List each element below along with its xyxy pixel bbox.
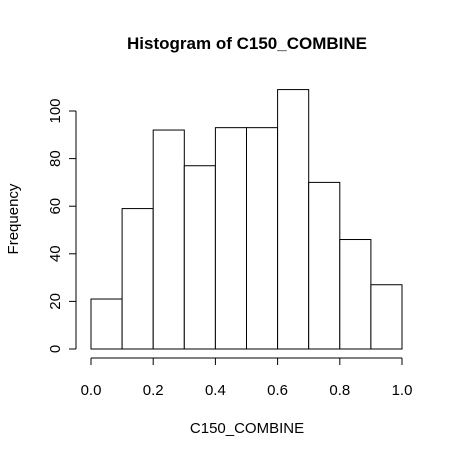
x-axis-label: C150_COMBINE [190, 420, 304, 437]
histogram-bar-9 [339, 239, 372, 350]
x-tick-label-3: 0.4 [205, 382, 226, 399]
x-tick-label-1: 0.0 [81, 382, 102, 399]
chart-title: Histogram of C150_COMBINE [127, 34, 367, 53]
histogram-bar-2 [121, 208, 154, 350]
x-axis: 0.0 0.2 0.4 0.6 0.8 1.0 [81, 357, 413, 399]
y-tick-label-1: 0 [47, 345, 64, 353]
histogram-bar-4 [183, 165, 216, 350]
histogram-bar-7 [277, 89, 310, 350]
y-axis-label: Frequency [5, 183, 22, 254]
histogram-bar-3 [152, 129, 185, 350]
histogram-bar-8 [308, 181, 341, 350]
x-tick-label-2: 0.2 [143, 382, 164, 399]
histogram-bar-5 [214, 127, 247, 350]
histogram-bar-10 [370, 284, 403, 350]
bars-group [90, 89, 403, 350]
x-tick-label-6: 1.0 [392, 382, 413, 399]
y-tick-label-3: 40 [47, 245, 64, 262]
x-tick-label-5: 0.8 [329, 382, 350, 399]
y-tick-label-4: 60 [47, 198, 64, 215]
y-axis: 0 20 40 60 80 100 [47, 98, 77, 353]
y-tick-label-5: 80 [47, 150, 64, 167]
y-tick-label-2: 20 [47, 293, 64, 310]
y-tick-label-6: 100 [47, 98, 64, 123]
histogram-bar-6 [246, 127, 279, 350]
histogram-bar-1 [90, 298, 123, 350]
x-tick-label-4: 0.6 [267, 382, 288, 399]
